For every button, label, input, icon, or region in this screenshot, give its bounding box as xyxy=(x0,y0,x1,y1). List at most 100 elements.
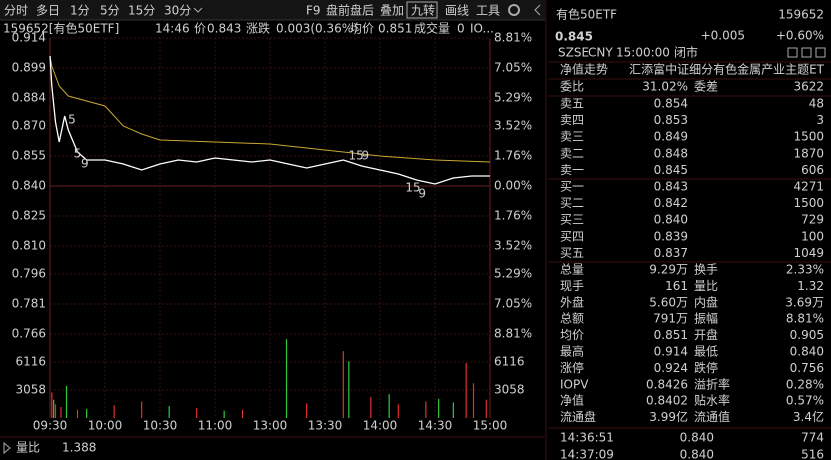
stat-label: 外盘 xyxy=(560,294,584,309)
volume-bar xyxy=(51,392,53,418)
toolbar-button[interactable]: 15分 xyxy=(128,4,155,18)
book-volume: 729 xyxy=(801,213,824,227)
book-price: 0.848 xyxy=(654,146,688,160)
toolbar-button[interactable]: 分时 xyxy=(4,4,28,18)
volume-tick-label: 3058 xyxy=(15,383,46,397)
signal-label: 9 xyxy=(418,187,426,201)
toolbar-button[interactable]: 多日 xyxy=(36,4,60,18)
stat-label: 总量 xyxy=(560,263,584,277)
volume-tick-label: 6116 xyxy=(494,355,525,369)
toolbar-button[interactable]: 1分 xyxy=(70,4,90,18)
collapse-icon[interactable] xyxy=(534,4,541,16)
book-price: 0.837 xyxy=(654,246,688,260)
volume-bar xyxy=(425,401,427,418)
price-tick-label: 0.840 xyxy=(12,179,46,193)
book-volume: 48 xyxy=(809,97,824,111)
volume-bar xyxy=(53,399,55,418)
book-volume: 4271 xyxy=(793,180,824,194)
stat-value: 0.8426 xyxy=(646,377,688,391)
volume-bar xyxy=(388,394,390,418)
pct-tick-label: 5.29% xyxy=(494,91,532,105)
stat-value: 791万 xyxy=(653,312,688,326)
info-change-label: 涨跌 xyxy=(246,21,270,36)
toolbar-button[interactable]: 叠加 xyxy=(380,4,404,18)
volume-bar xyxy=(306,403,308,418)
signal-label: 9 xyxy=(81,157,89,171)
toolbar-bg xyxy=(0,0,545,20)
settings-icon[interactable] xyxy=(508,4,520,16)
volume-tick-label: 3058 xyxy=(494,383,525,397)
toolbar-button[interactable]: 5分 xyxy=(100,4,120,18)
stat-value: 0.756 xyxy=(790,361,824,375)
panel-icon[interactable] xyxy=(815,47,826,58)
book-level: 买三 xyxy=(560,213,584,227)
quote-currency: CNY xyxy=(588,46,613,60)
volume-bar xyxy=(60,407,62,418)
stock-code: 159652 xyxy=(778,8,824,22)
book-volume: 1500 xyxy=(793,196,824,210)
diff-label: 委差 xyxy=(694,80,718,94)
ratio-label: 委比 xyxy=(560,80,584,94)
stat-label: 跌停 xyxy=(694,360,718,375)
time-tick-label: 10:00 xyxy=(88,419,123,433)
stat-label: 总额 xyxy=(560,312,584,326)
time-tick-label: 13:00 xyxy=(253,419,288,433)
expand-icon[interactable] xyxy=(3,441,11,455)
trade-price: 0.840 xyxy=(680,431,714,445)
book-level: 买五 xyxy=(560,246,584,260)
book-level: 卖五 xyxy=(560,97,584,111)
book-price: 0.839 xyxy=(654,229,688,243)
toolbar-button[interactable]: 盘前盘后 xyxy=(326,3,374,18)
signal-label: 9 xyxy=(362,149,370,163)
book-price: 0.853 xyxy=(654,113,688,127)
signal-label: 5 xyxy=(74,147,82,161)
stat-value: 2.33% xyxy=(786,263,824,277)
stat-value: 161 xyxy=(665,279,688,293)
volume-bar xyxy=(348,361,350,418)
price-tick-label: 0.899 xyxy=(12,61,46,75)
pct-tick-label: 1.76% xyxy=(494,209,532,223)
book-price: 0.854 xyxy=(654,97,688,111)
price-tick-label: 0.884 xyxy=(12,91,46,105)
stat-value: 0.8402 xyxy=(646,394,688,408)
pct-tick-label: 7.05% xyxy=(494,61,532,75)
stat-value: 0.914 xyxy=(654,345,688,359)
book-level: 买一 xyxy=(560,180,584,194)
volume-bar xyxy=(397,404,399,418)
pct-tick-label: 3.52% xyxy=(494,239,532,253)
toolbar-button[interactable]: F9 xyxy=(306,4,321,18)
book-price: 0.845 xyxy=(654,163,688,177)
stat-label: 最高 xyxy=(560,344,584,359)
trade-price: 0.840 xyxy=(680,448,714,460)
stat-label: 量比 xyxy=(694,279,718,293)
book-level: 卖三 xyxy=(560,130,584,144)
panel-icon[interactable] xyxy=(787,47,798,58)
toolbar-button[interactable]: 工具 xyxy=(476,4,500,18)
stat-label: 振幅 xyxy=(694,311,718,326)
info-code: 159652[有色50ETF] xyxy=(3,22,119,36)
panel-icon[interactable] xyxy=(801,47,812,58)
volume-bar xyxy=(223,410,225,418)
signal-label: 5 xyxy=(68,113,76,127)
toolbar-button[interactable]: 九转 xyxy=(411,3,435,18)
price-tick-label: 0.766 xyxy=(12,327,46,341)
time-tick-label: 13:30 xyxy=(308,419,343,433)
book-level: 买四 xyxy=(560,229,584,243)
price-tick-label: 0.914 xyxy=(12,31,46,45)
book-volume: 3 xyxy=(816,113,824,127)
book-level: 卖一 xyxy=(560,163,584,177)
toolbar-button[interactable]: 30分 xyxy=(164,4,191,18)
stat-label: 流通值 xyxy=(694,409,730,424)
time-tick-label: 11:00 xyxy=(198,419,233,433)
stat-value: 1.32 xyxy=(797,279,824,293)
volume-bar xyxy=(485,399,487,418)
stat-label: 内盘 xyxy=(694,294,718,309)
volume-bar xyxy=(65,385,68,418)
time-tick-label: 10:30 xyxy=(143,419,178,433)
time-tick-label: 14:30 xyxy=(418,419,453,433)
stat-label: 换手 xyxy=(694,263,718,277)
last-price: 0.845 xyxy=(555,30,593,44)
volume-bar xyxy=(86,408,88,418)
toolbar-button[interactable]: 画线 xyxy=(445,4,469,18)
